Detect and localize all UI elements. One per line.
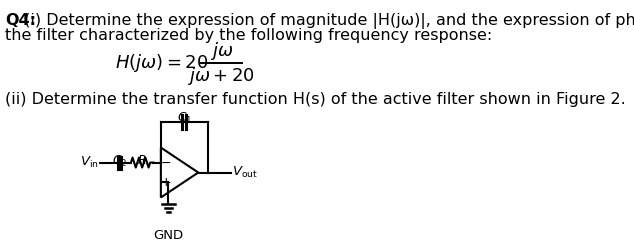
Text: $R$: $R$ [138, 154, 147, 167]
Text: $j\omega + 20$: $j\omega + 20$ [188, 65, 256, 87]
Text: $V_{\rm out}$: $V_{\rm out}$ [232, 165, 258, 180]
Text: $C_2$: $C_2$ [112, 154, 127, 169]
Text: $-$: $-$ [160, 156, 171, 169]
Text: GND: GND [153, 229, 183, 242]
Text: Q4:: Q4: [5, 13, 36, 28]
Text: $j\omega$: $j\omega$ [210, 40, 233, 62]
Text: (ii) Determine the transfer function H(s) of the active filter shown in Figure 2: (ii) Determine the transfer function H(s… [5, 92, 626, 107]
Text: $C_1$: $C_1$ [176, 111, 192, 126]
Text: (i) Determine the expression of magnitude |H(jω)|, and the expression of phase θ: (i) Determine the expression of magnitud… [19, 13, 634, 29]
Text: $V_{\rm in}$: $V_{\rm in}$ [80, 155, 98, 170]
Text: the filter characterized by the following frequency response:: the filter characterized by the followin… [5, 28, 492, 43]
Text: $+$: $+$ [160, 176, 171, 189]
Text: $H(j\omega) = 20\,$: $H(j\omega) = 20\,$ [115, 52, 209, 74]
